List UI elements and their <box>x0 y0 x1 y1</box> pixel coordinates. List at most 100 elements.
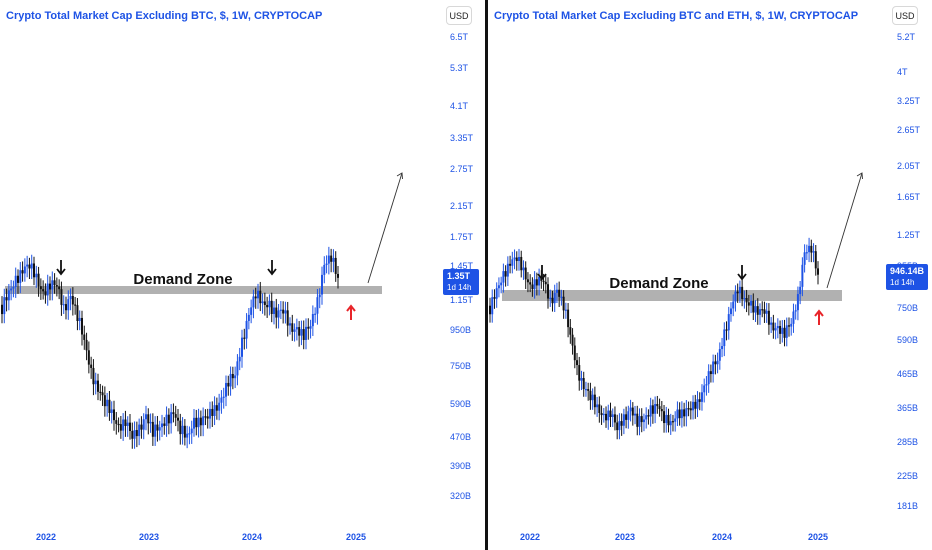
candle-body <box>714 361 717 365</box>
candle-body <box>302 329 305 340</box>
candle-body <box>133 430 136 439</box>
time-axis[interactable]: 2022 2023 2024 2025 <box>0 530 440 550</box>
candle-body <box>785 325 788 338</box>
candle-body <box>651 405 654 414</box>
candle-body <box>270 300 273 315</box>
y-tick-label: 5.3T <box>450 63 469 73</box>
candle-body <box>524 267 527 280</box>
y-tick-label: 590B <box>450 399 472 409</box>
candle-body <box>238 356 241 362</box>
candle-body <box>163 423 166 426</box>
candle-body <box>295 327 298 330</box>
candle-body <box>687 408 690 410</box>
candle-body <box>750 300 753 306</box>
candle-body <box>213 405 216 416</box>
candle-body <box>78 317 81 321</box>
candle-body <box>761 309 764 311</box>
candle-body <box>674 418 677 422</box>
candle-body <box>721 346 724 350</box>
candle-body <box>53 280 56 286</box>
candle-body <box>555 289 558 293</box>
chart-canvas[interactable]: Demand Zone <box>488 0 932 550</box>
candle-body <box>94 380 97 385</box>
candle-body <box>794 310 797 312</box>
candle-body <box>495 288 498 299</box>
candle-body <box>119 424 122 431</box>
candle-body <box>19 270 22 283</box>
current-price-value: 946.14B <box>890 266 925 276</box>
candle-body <box>589 390 592 401</box>
candle-body <box>110 409 113 413</box>
y-tick-label: 1.75T <box>450 232 474 242</box>
candle-body <box>640 416 643 423</box>
candle-body <box>741 286 744 299</box>
candle-body <box>625 414 628 420</box>
chart-canvas[interactable]: Demand Zone <box>0 0 485 550</box>
candle-body <box>656 403 659 407</box>
candle-body <box>591 394 594 401</box>
candle-body <box>273 307 275 315</box>
candle-body <box>14 275 17 287</box>
candle-body <box>611 414 614 417</box>
candle-body <box>49 283 51 290</box>
candle-body <box>26 264 29 267</box>
candle-body <box>174 414 177 418</box>
candle-body <box>254 296 257 299</box>
candle-body <box>698 399 701 402</box>
candle-body <box>765 310 768 314</box>
candle-body <box>165 414 168 426</box>
candle-body <box>718 349 721 361</box>
candle-body <box>250 307 253 315</box>
candle-body <box>151 421 154 437</box>
candle-body <box>142 419 145 430</box>
candle-body <box>582 378 585 390</box>
candle-body <box>197 417 200 428</box>
candle-body <box>311 313 314 327</box>
candle-body <box>193 417 195 429</box>
y-tick-label: 390B <box>450 461 472 471</box>
price-axis[interactable]: 6.5T 5.3T 4.1T 3.35T 2.75T 2.15T 1.75T 1.45T 1.1… <box>446 0 482 530</box>
y-tick-label: 1.15T <box>450 295 474 305</box>
candle-body <box>593 394 596 408</box>
candle-body <box>745 298 748 303</box>
candle-body <box>564 309 567 311</box>
panel-divider[interactable] <box>485 0 488 550</box>
candle-body <box>92 367 95 385</box>
demand-zone-band <box>5 286 382 294</box>
x-tick-label: 2023 <box>138 532 160 542</box>
candle-body <box>188 433 191 435</box>
currency-button[interactable]: USD <box>446 6 472 25</box>
candle-body <box>790 323 793 327</box>
chart-title: Crypto Total Market Cap Excluding BTC, $… <box>6 10 323 22</box>
current-price-value: 1.35T <box>447 271 471 281</box>
time-axis[interactable]: 2022 2023 2024 2025 <box>488 530 928 550</box>
candle-body <box>257 290 259 299</box>
candle-body <box>607 410 610 421</box>
candle-body <box>513 257 516 260</box>
candle-body <box>598 404 601 413</box>
candle-body <box>671 421 674 423</box>
candle-body <box>206 416 209 419</box>
candle-body <box>506 263 509 277</box>
candle-body <box>147 414 150 424</box>
y-tick-label: 320B <box>450 491 472 501</box>
y-tick-label: 465B <box>897 369 919 379</box>
demand-zone-label: Demand Zone <box>609 275 708 292</box>
candle-body <box>535 279 538 286</box>
candle-body <box>676 409 679 419</box>
candle-body <box>533 279 536 290</box>
candle-body <box>10 288 13 291</box>
candle-body <box>518 256 521 262</box>
candle-body <box>42 289 45 292</box>
x-tick-label: 2024 <box>241 532 263 542</box>
candle-body <box>767 310 770 325</box>
bar-countdown: 1d 14h <box>890 278 915 287</box>
currency-button[interactable]: USD <box>892 6 918 25</box>
candle-body <box>694 401 697 409</box>
candle-body <box>569 327 572 335</box>
candle-body <box>222 396 225 398</box>
candle-body <box>39 286 42 290</box>
candle-body <box>245 320 248 339</box>
candle-body <box>28 264 31 269</box>
candle-body <box>669 421 672 426</box>
